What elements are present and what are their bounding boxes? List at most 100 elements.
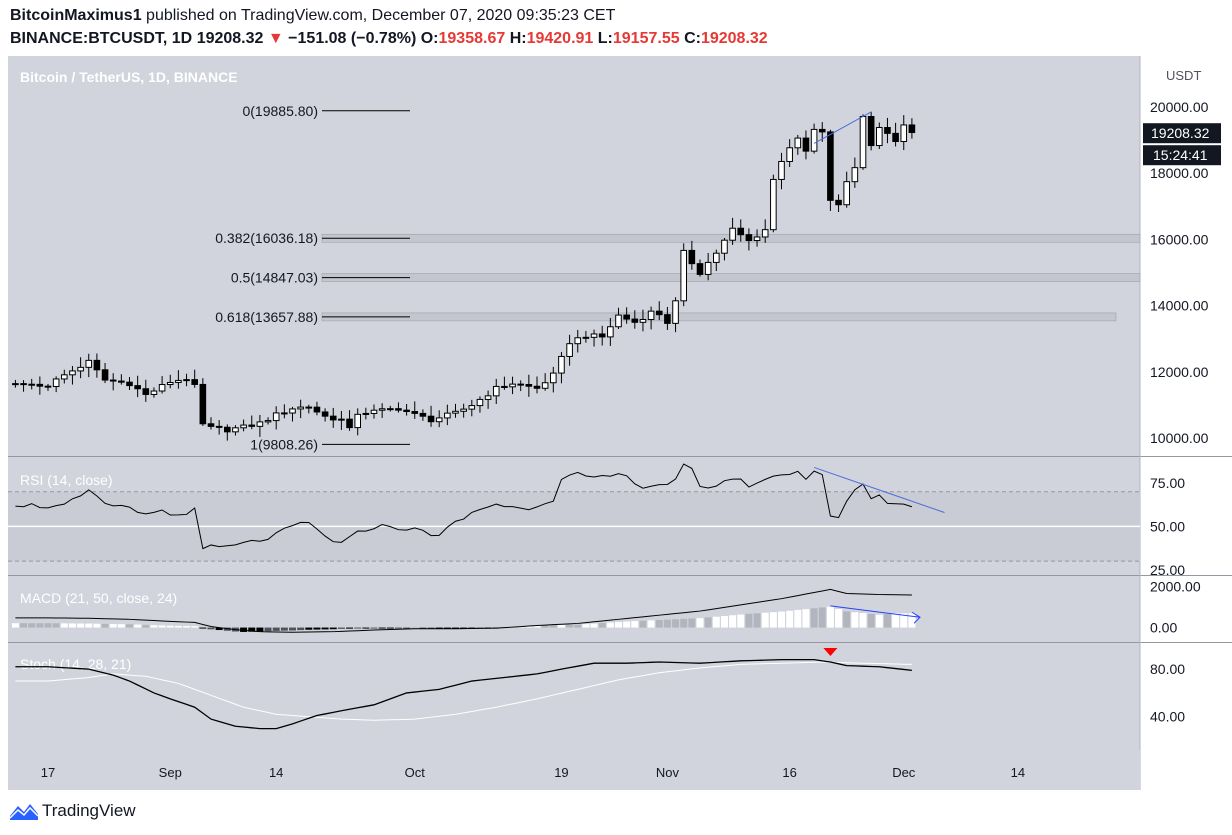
candle-body (232, 427, 239, 433)
macd-histogram-bar (158, 625, 166, 628)
macd-histogram-bar (443, 627, 451, 629)
macd-histogram-bar (174, 625, 182, 628)
macd-histogram-bar (566, 624, 574, 628)
candle-body (126, 381, 133, 387)
macd-histogram-bar (93, 623, 101, 628)
candle-body (175, 379, 182, 383)
macd-histogram-bar (859, 613, 867, 628)
time-tick-label: 14 (269, 765, 283, 780)
candle-body (101, 369, 109, 381)
candle-body (142, 388, 150, 395)
candle-body (411, 411, 419, 414)
author-name: BitcoinMaximus1 (10, 7, 142, 24)
sell-signal-triangle-icon (823, 648, 838, 656)
candle-body (753, 236, 761, 242)
macd-histogram-bar (403, 627, 411, 629)
currency-label: USDT (1166, 68, 1201, 83)
candle-body (20, 383, 27, 386)
macd-histogram-bar (150, 625, 158, 628)
macd-title: MACD (21, 50, close, 24) (20, 590, 177, 606)
macd-histogram-bar (867, 613, 875, 628)
candle-body (264, 420, 272, 423)
macd-histogram-bar (615, 622, 622, 628)
macd-histogram-bar (329, 627, 337, 630)
macd-histogram-bar (623, 621, 631, 628)
candle-body (289, 408, 296, 414)
candle-body (468, 405, 476, 410)
price-tick-label: 20000.00 (1150, 99, 1209, 115)
pane-background (8, 56, 1140, 456)
candle-body (256, 421, 264, 427)
macd-histogram-bar (655, 620, 663, 628)
macd-histogram-bar (712, 616, 720, 628)
candle-body (688, 249, 696, 265)
stoch-d-line (15, 661, 912, 721)
macd-histogram-bar (386, 627, 394, 629)
macd-histogram-bar (574, 624, 582, 628)
candle-body (778, 160, 785, 180)
time-tick-label: 16 (782, 765, 796, 780)
candle-body (770, 178, 777, 231)
stoch-tick-label: 80.00 (1150, 661, 1185, 677)
chart-area[interactable]: Bitcoin / TetherUS, 1D, BINANCE USDT 20000… (0, 56, 1232, 790)
macd-histogram-bar (321, 627, 329, 630)
fib-band (321, 312, 1117, 322)
countdown-tag (1143, 145, 1221, 166)
candle-body (655, 310, 663, 316)
macd-histogram-bar (810, 608, 818, 628)
macd-histogram-bar (142, 624, 150, 628)
macd-histogram-bar (394, 627, 402, 629)
macd-histogram-bar (272, 627, 280, 631)
candle-body (207, 423, 215, 427)
candle-body (403, 409, 410, 413)
candle-body (329, 415, 337, 421)
candle-body (876, 127, 883, 147)
macd-histogram-bar (826, 606, 834, 628)
candle-body (827, 131, 834, 201)
candle-body (191, 379, 198, 385)
macd-histogram-bar (297, 627, 305, 631)
fib-level-label: 0.618(13657.88) (215, 309, 318, 325)
candle-body (729, 227, 736, 241)
candle-body (224, 426, 231, 433)
macd-histogram-bar (892, 613, 900, 628)
last-price-tag (1143, 123, 1221, 144)
macd-trendline (830, 605, 921, 618)
candle-body (745, 234, 753, 242)
candle-body (248, 424, 256, 427)
candle-body (93, 359, 101, 371)
time-tick-label: Sep (159, 765, 182, 780)
rsi-tick-label: 75.00 (1150, 475, 1185, 491)
price-tick-label: 16000.00 (1150, 231, 1209, 247)
macd-histogram-bar (680, 618, 688, 628)
macd-histogram-bar (557, 624, 565, 628)
pane-background (8, 576, 1140, 642)
candle-body (305, 406, 313, 409)
candle-body (892, 132, 899, 143)
candle-body (794, 137, 802, 149)
macd-histogram-bar (778, 611, 785, 628)
candle-body (818, 128, 826, 133)
open-label: O: (420, 30, 439, 47)
macd-histogram-bar (289, 627, 296, 631)
candle-body (476, 398, 484, 407)
candle-body (843, 181, 851, 206)
candle-body (664, 314, 671, 324)
candle-body (85, 359, 93, 368)
candle-body (851, 167, 859, 183)
tradingview-logo-icon (10, 804, 38, 820)
macd-line (15, 588, 912, 633)
candle-body (240, 424, 247, 429)
macd-histogram-bar (786, 610, 794, 628)
macd-histogram-bar (36, 623, 44, 628)
last-price-tag-label: 19208.32 (1151, 125, 1210, 141)
candle-body (517, 383, 525, 386)
candle-body (737, 227, 745, 236)
macd-histogram-bar (28, 623, 36, 628)
macd-histogram-bar (44, 623, 52, 628)
macd-histogram-bar (77, 623, 85, 628)
macd-histogram-bar (207, 627, 215, 630)
macd-histogram-bar (606, 622, 614, 628)
macd-histogram-bar (452, 627, 459, 629)
candle-body (598, 333, 606, 338)
